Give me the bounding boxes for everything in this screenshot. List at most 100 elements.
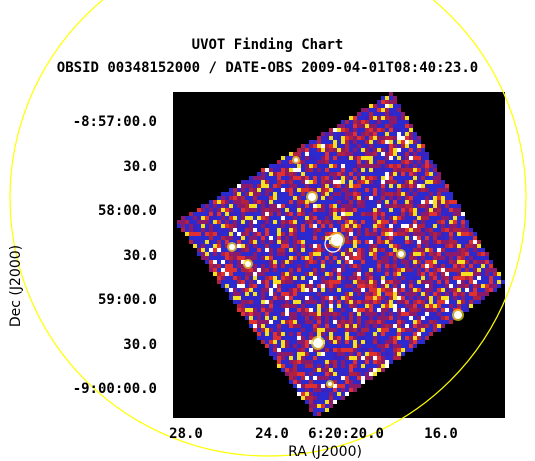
- image-pixel: [433, 232, 437, 236]
- image-pixel: [345, 320, 349, 324]
- image-pixel: [401, 112, 405, 116]
- image-pixel: [361, 140, 365, 144]
- image-pixel: [285, 312, 289, 316]
- image-pixel: [425, 216, 429, 220]
- image-pixel: [185, 216, 189, 220]
- image-pixel: [365, 144, 369, 148]
- image-pixel: [285, 268, 289, 272]
- image-pixel: [293, 356, 297, 360]
- image-pixel: [289, 324, 293, 328]
- image-pixel: [313, 180, 317, 184]
- image-pixel: [341, 312, 345, 316]
- image-pixel: [389, 136, 393, 140]
- image-pixel: [285, 276, 289, 280]
- image-pixel: [489, 276, 493, 280]
- image-pixel: [433, 164, 437, 168]
- image-pixel: [277, 168, 281, 172]
- image-pixel: [297, 188, 301, 192]
- image-pixel: [433, 296, 437, 300]
- image-pixel: [313, 368, 317, 372]
- image-pixel: [309, 312, 313, 316]
- image-pixel: [433, 184, 437, 188]
- image-pixel: [461, 280, 465, 284]
- image-pixel: [225, 192, 229, 196]
- image-pixel: [305, 168, 309, 172]
- image-pixel: [309, 356, 313, 360]
- image-pixel: [361, 372, 365, 376]
- image-pixel: [249, 212, 253, 216]
- image-pixel: [369, 280, 373, 284]
- image-pixel: [405, 168, 409, 172]
- image-pixel: [361, 240, 365, 244]
- image-pixel: [337, 196, 341, 200]
- image-pixel: [381, 188, 385, 192]
- image-pixel: [189, 236, 193, 240]
- image-pixel: [457, 288, 461, 292]
- image-pixel: [445, 248, 449, 252]
- image-pixel: [277, 272, 281, 276]
- image-pixel: [361, 376, 365, 380]
- image-pixel: [429, 304, 433, 308]
- image-pixel: [249, 180, 253, 184]
- image-pixel: [373, 296, 377, 300]
- image-pixel: [305, 288, 309, 292]
- image-pixel: [417, 304, 421, 308]
- image-pixel: [301, 284, 305, 288]
- image-pixel: [233, 208, 237, 212]
- image-pixel: [261, 240, 265, 244]
- image-pixel: [321, 360, 325, 364]
- image-pixel: [181, 220, 185, 224]
- image-pixel: [405, 184, 409, 188]
- image-pixel: [397, 164, 401, 168]
- image-pixel: [361, 160, 365, 164]
- image-pixel: [417, 240, 421, 244]
- image-pixel: [401, 160, 405, 164]
- image-pixel: [397, 260, 401, 264]
- image-pixel: [381, 176, 385, 180]
- image-pixel: [265, 204, 269, 208]
- image-pixel: [241, 272, 245, 276]
- image-pixel: [409, 128, 413, 132]
- image-pixel: [437, 316, 441, 320]
- image-pixel: [349, 248, 353, 252]
- image-pixel: [285, 292, 289, 296]
- image-pixel: [345, 376, 349, 380]
- image-pixel: [301, 364, 305, 368]
- image-pixel: [385, 280, 389, 284]
- image-pixel: [313, 160, 317, 164]
- image-pixel: [393, 128, 397, 132]
- image-pixel: [465, 220, 469, 224]
- image-pixel: [369, 328, 373, 332]
- image-pixel: [325, 396, 329, 400]
- image-pixel: [393, 240, 397, 244]
- image-pixel: [281, 300, 285, 304]
- image-pixel: [397, 224, 401, 228]
- image-pixel: [405, 304, 409, 308]
- image-pixel: [325, 176, 329, 180]
- image-pixel: [373, 348, 377, 352]
- image-pixel: [337, 268, 341, 272]
- image-pixel: [413, 260, 417, 264]
- image-pixel: [329, 376, 333, 380]
- image-pixel: [469, 280, 473, 284]
- image-pixel: [297, 356, 301, 360]
- image-pixel: [313, 188, 317, 192]
- image-pixel: [285, 240, 289, 244]
- image-pixel: [433, 188, 437, 192]
- image-pixel: [257, 224, 261, 228]
- image-pixel: [341, 252, 345, 256]
- image-pixel: [393, 340, 397, 344]
- image-pixel: [337, 200, 341, 204]
- image-pixel: [337, 352, 341, 356]
- image-pixel: [437, 220, 441, 224]
- image-pixel: [229, 220, 233, 224]
- image-pixel: [277, 192, 281, 196]
- image-pixel: [401, 296, 405, 300]
- image-pixel: [369, 228, 373, 232]
- image-pixel: [405, 212, 409, 216]
- image-pixel: [409, 324, 413, 328]
- image-pixel: [429, 284, 433, 288]
- image-pixel: [301, 372, 305, 376]
- image-pixel: [433, 324, 437, 328]
- image-pixel: [245, 224, 249, 228]
